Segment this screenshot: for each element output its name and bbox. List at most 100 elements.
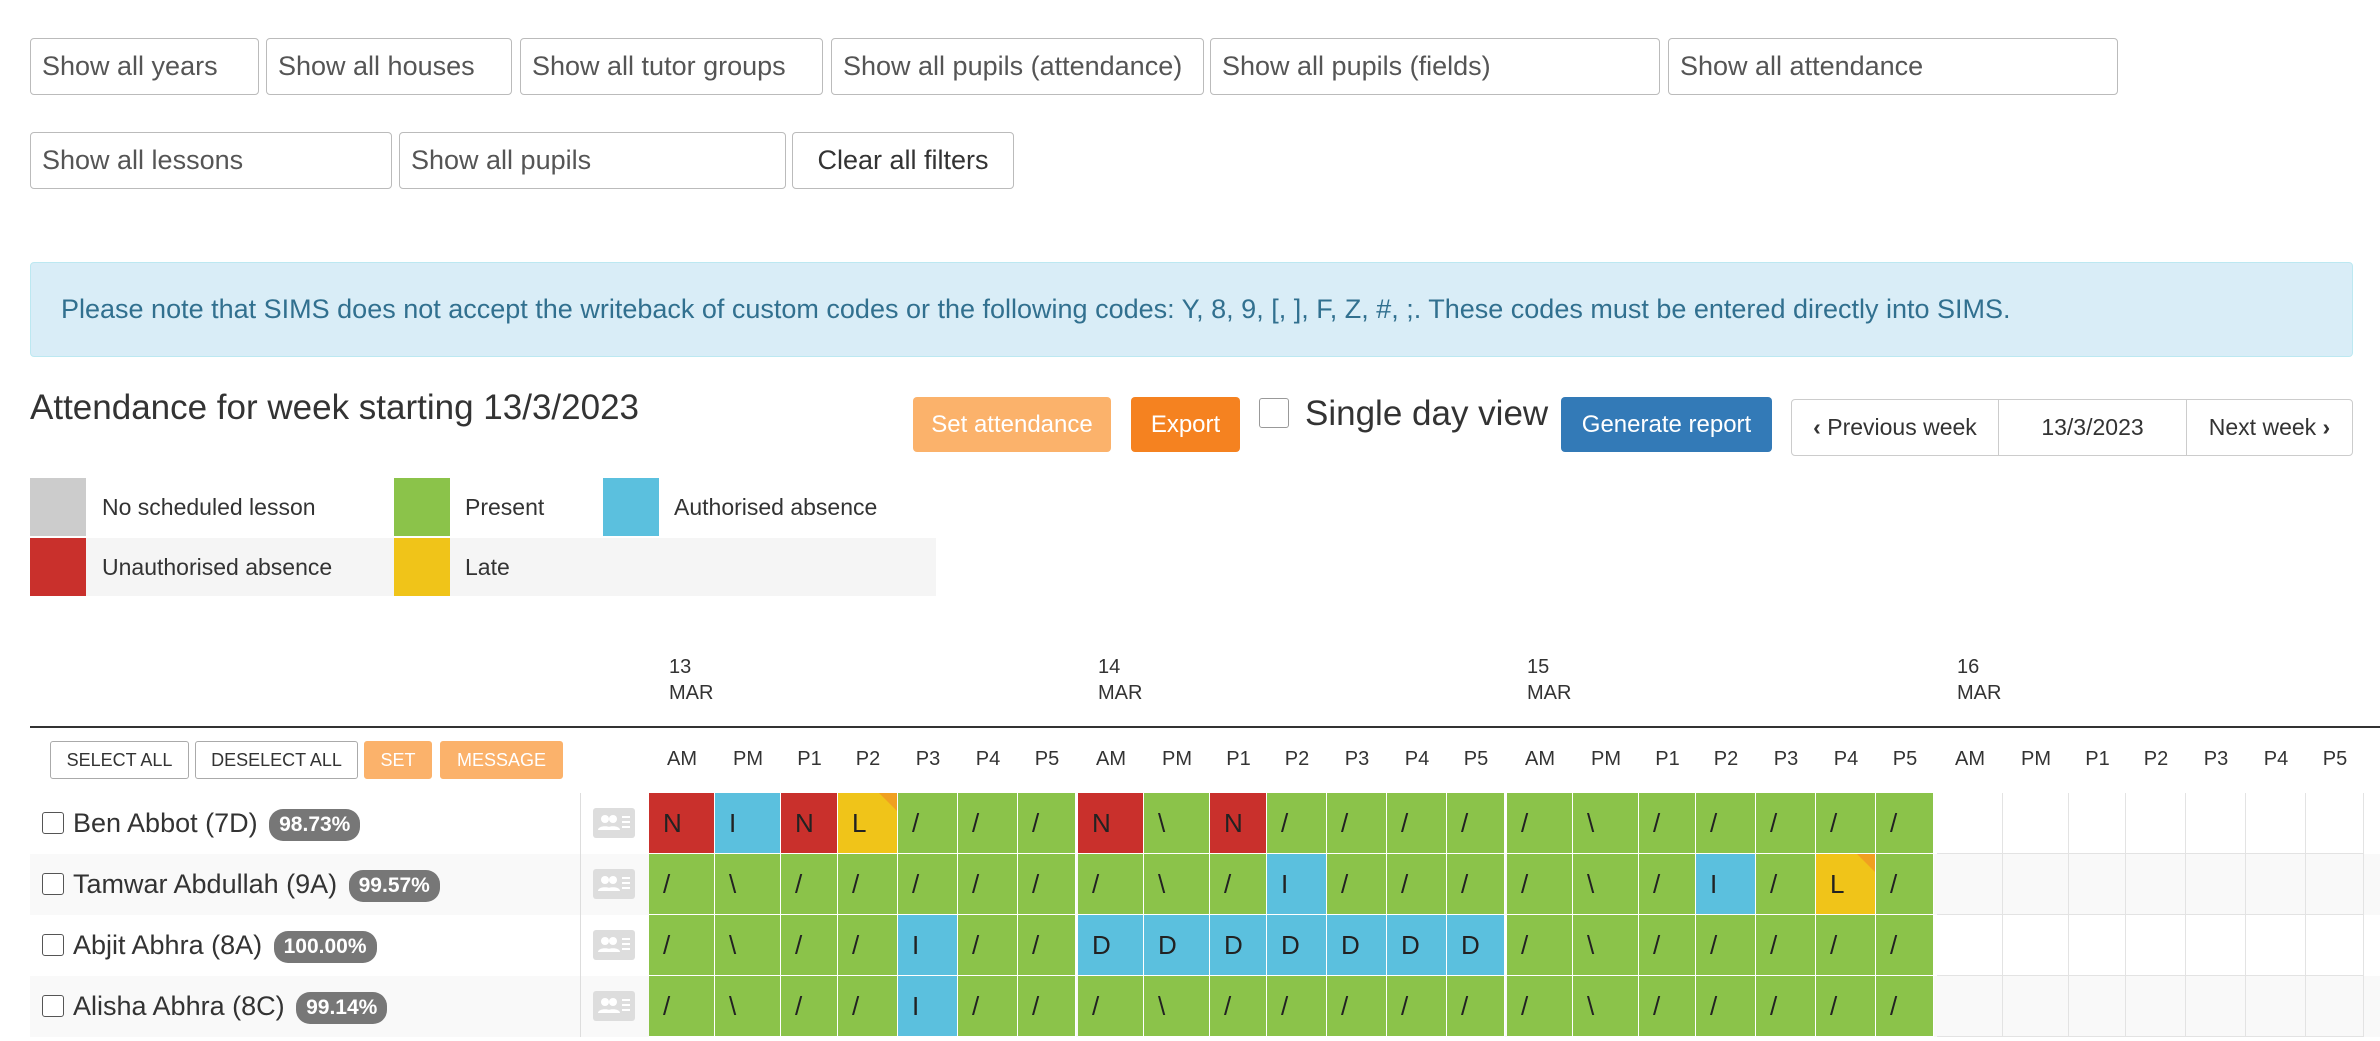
contact-card-icon[interactable] [593,991,635,1021]
attendance-cell[interactable]: / [1756,793,1816,854]
attendance-cell[interactable]: D [1267,915,1327,976]
attendance-cell[interactable]: / [1078,854,1144,915]
attendance-cell[interactable]: / [1210,854,1267,915]
attendance-cell-empty[interactable] [2003,793,2069,854]
contact-card-icon[interactable] [593,808,635,838]
attendance-cell[interactable]: / [1267,793,1327,854]
attendance-cell[interactable]: / [1756,976,1816,1037]
attendance-cell[interactable]: / [1387,976,1447,1037]
generate-report-button[interactable]: Generate report [1561,397,1772,452]
attendance-cell[interactable]: / [1327,976,1387,1037]
attendance-cell[interactable]: / [958,854,1018,915]
filter-pupils-fields[interactable]: Show all pupils (fields) [1210,38,1660,95]
attendance-cell[interactable]: N [1078,793,1144,854]
attendance-cell[interactable]: D [1078,915,1144,976]
attendance-cell[interactable]: / [898,793,958,854]
set-button[interactable]: SET [364,741,432,779]
attendance-cell[interactable]: D [1327,915,1387,976]
attendance-cell[interactable]: / [1507,854,1573,915]
attendance-cell[interactable]: \ [1144,976,1210,1037]
attendance-cell-empty[interactable] [2246,854,2306,915]
attendance-cell-empty[interactable] [2306,976,2364,1037]
attendance-cell[interactable]: D [1447,915,1505,976]
attendance-cell[interactable]: / [838,854,898,915]
attendance-cell[interactable]: / [1639,793,1696,854]
attendance-cell-empty[interactable] [2246,793,2306,854]
attendance-cell[interactable]: / [1816,793,1876,854]
filter-lessons[interactable]: Show all lessons [30,132,392,189]
attendance-cell-empty[interactable] [2126,793,2186,854]
pupil-select-checkbox[interactable] [42,812,64,834]
attendance-cell[interactable]: / [1267,976,1327,1037]
attendance-cell[interactable]: L [838,793,898,854]
attendance-cell[interactable]: I [898,976,958,1037]
attendance-cell[interactable]: I [898,915,958,976]
attendance-cell[interactable]: / [958,915,1018,976]
filter-years[interactable]: Show all years [30,38,259,95]
contact-card-icon[interactable] [593,930,635,960]
message-button[interactable]: MESSAGE [440,741,563,779]
attendance-cell[interactable]: I [715,793,781,854]
attendance-cell[interactable]: / [958,793,1018,854]
attendance-cell[interactable]: / [1018,915,1076,976]
deselect-all-button[interactable]: DESELECT ALL [195,741,358,779]
attendance-cell[interactable]: / [1756,915,1816,976]
attendance-cell[interactable]: / [1387,854,1447,915]
attendance-cell[interactable]: \ [1573,976,1639,1037]
attendance-cell[interactable]: \ [1144,793,1210,854]
attendance-cell-empty[interactable] [1937,976,2003,1037]
attendance-cell[interactable]: / [1876,976,1934,1037]
attendance-cell-empty[interactable] [1937,915,2003,976]
attendance-cell[interactable]: / [649,976,715,1037]
attendance-cell[interactable]: / [1018,793,1076,854]
attendance-cell[interactable]: / [781,976,838,1037]
attendance-cell[interactable]: / [1018,854,1076,915]
attendance-cell[interactable]: / [1507,915,1573,976]
attendance-cell[interactable]: / [958,976,1018,1037]
attendance-cell[interactable]: / [1447,854,1505,915]
attendance-cell[interactable]: / [1756,854,1816,915]
set-attendance-button[interactable]: Set attendance [913,397,1111,452]
attendance-cell-empty[interactable] [2186,915,2246,976]
attendance-cell[interactable]: N [1210,793,1267,854]
attendance-cell[interactable]: D [1387,915,1447,976]
pupil-select-checkbox[interactable] [42,934,64,956]
attendance-cell[interactable]: / [1696,793,1756,854]
attendance-cell[interactable]: I [1267,854,1327,915]
attendance-cell-empty[interactable] [2306,915,2364,976]
attendance-cell-empty[interactable] [2186,793,2246,854]
attendance-cell[interactable]: / [1447,793,1505,854]
export-button[interactable]: Export [1131,397,1240,452]
attendance-cell-empty[interactable] [2246,915,2306,976]
attendance-cell[interactable]: / [1387,793,1447,854]
attendance-cell[interactable]: \ [1573,793,1639,854]
pupil-name[interactable]: Alisha Abhra (8C) 99.14% [73,976,388,1037]
attendance-cell[interactable]: / [1018,976,1076,1037]
pupil-name[interactable]: Ben Abbot (7D) 98.73% [73,793,361,854]
attendance-cell[interactable]: / [1507,976,1573,1037]
attendance-cell[interactable]: N [649,793,715,854]
attendance-cell[interactable]: N [781,793,838,854]
attendance-cell[interactable]: L [1816,854,1876,915]
filter-houses[interactable]: Show all houses [266,38,512,95]
attendance-cell-empty[interactable] [1937,793,2003,854]
attendance-cell[interactable]: D [1144,915,1210,976]
attendance-cell[interactable]: / [838,915,898,976]
filter-attendance[interactable]: Show all attendance [1668,38,2118,95]
attendance-cell[interactable]: / [649,915,715,976]
attendance-cell[interactable]: / [781,915,838,976]
attendance-cell[interactable]: / [1327,854,1387,915]
attendance-cell[interactable]: / [1876,854,1934,915]
attendance-cell-empty[interactable] [2003,854,2069,915]
attendance-cell[interactable]: / [1639,854,1696,915]
attendance-cell-empty[interactable] [1937,854,2003,915]
pupil-select-checkbox[interactable] [42,995,64,1017]
attendance-cell[interactable]: / [1078,976,1144,1037]
attendance-cell-empty[interactable] [2069,915,2126,976]
attendance-cell[interactable]: / [1507,793,1573,854]
select-all-button[interactable]: SELECT ALL [50,741,189,779]
attendance-cell[interactable]: \ [715,976,781,1037]
previous-week-button[interactable]: ‹ Previous week [1791,399,1999,456]
week-date-input[interactable]: 13/3/2023 [1998,399,2187,456]
attendance-cell[interactable]: / [1876,915,1934,976]
